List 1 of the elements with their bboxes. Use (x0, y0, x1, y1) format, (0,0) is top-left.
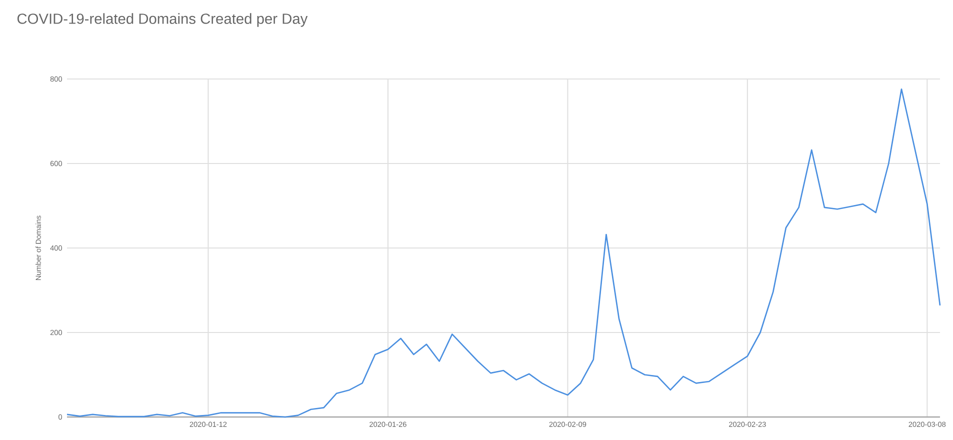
chart-title: COVID-19-related Domains Created per Day (17, 13, 308, 27)
